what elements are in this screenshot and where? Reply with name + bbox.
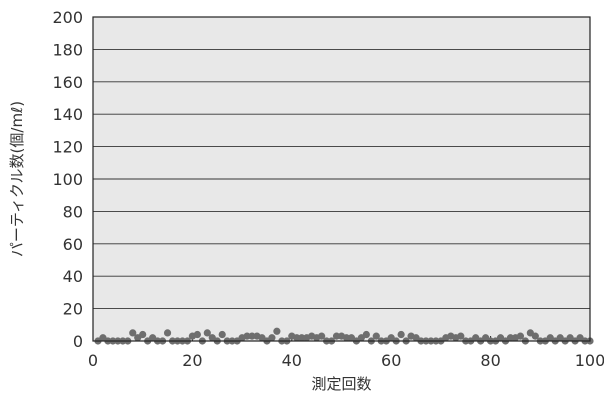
data-point bbox=[342, 334, 351, 342]
grid-lines bbox=[93, 48, 590, 310]
data-point bbox=[293, 334, 301, 342]
data-point bbox=[203, 329, 211, 337]
y-tick-label-0: 0 bbox=[73, 332, 83, 351]
data-point bbox=[506, 334, 515, 342]
data-point bbox=[268, 334, 276, 342]
data-point bbox=[248, 332, 256, 340]
x-tick-label-0: 0 bbox=[88, 351, 98, 370]
x-tick-label-20: 20 bbox=[182, 351, 202, 370]
data-point bbox=[516, 332, 525, 340]
y-tick-label-140: 140 bbox=[52, 105, 83, 124]
data-point bbox=[163, 329, 172, 337]
data-point bbox=[397, 330, 405, 339]
x-tick-label-40: 40 bbox=[282, 351, 302, 370]
data-points bbox=[94, 327, 594, 345]
data-point bbox=[332, 332, 341, 340]
y-tick-label-60: 60 bbox=[63, 235, 83, 254]
data-point bbox=[457, 332, 465, 340]
x-tick-label-60: 60 bbox=[381, 351, 401, 370]
data-point bbox=[243, 332, 251, 340]
y-tick-label-200: 200 bbox=[52, 8, 83, 27]
data-point bbox=[129, 329, 137, 337]
x-axis-title: 測定回数 bbox=[311, 375, 371, 393]
x-tick-label-80: 80 bbox=[480, 351, 500, 370]
plot-frame bbox=[92, 16, 591, 342]
y-tick-label-40: 40 bbox=[63, 267, 83, 286]
y-tick-label-180: 180 bbox=[52, 40, 83, 59]
y-tick-label-80: 80 bbox=[63, 202, 83, 221]
data-point bbox=[362, 330, 370, 339]
data-point bbox=[531, 332, 539, 340]
data-point bbox=[139, 330, 147, 339]
data-point bbox=[218, 330, 226, 339]
data-point bbox=[372, 332, 380, 340]
y-axis-title: パーティクル数(個/mℓ) bbox=[8, 101, 26, 257]
data-point bbox=[298, 334, 306, 342]
data-point bbox=[318, 332, 326, 340]
y-tick-labels: 0 20 40 60 80 100 120 140 160 180 200 bbox=[52, 8, 83, 351]
y-tick-label-20: 20 bbox=[63, 300, 83, 319]
y-tick-label-100: 100 bbox=[52, 170, 83, 189]
x-tick-label-100: 100 bbox=[575, 351, 604, 370]
data-point bbox=[193, 330, 201, 339]
y-tick-label-120: 120 bbox=[52, 138, 83, 157]
x-tick-labels: 0 20 40 60 80 100 bbox=[88, 351, 604, 370]
y-tick-label-160: 160 bbox=[52, 73, 83, 92]
data-point bbox=[273, 327, 281, 335]
